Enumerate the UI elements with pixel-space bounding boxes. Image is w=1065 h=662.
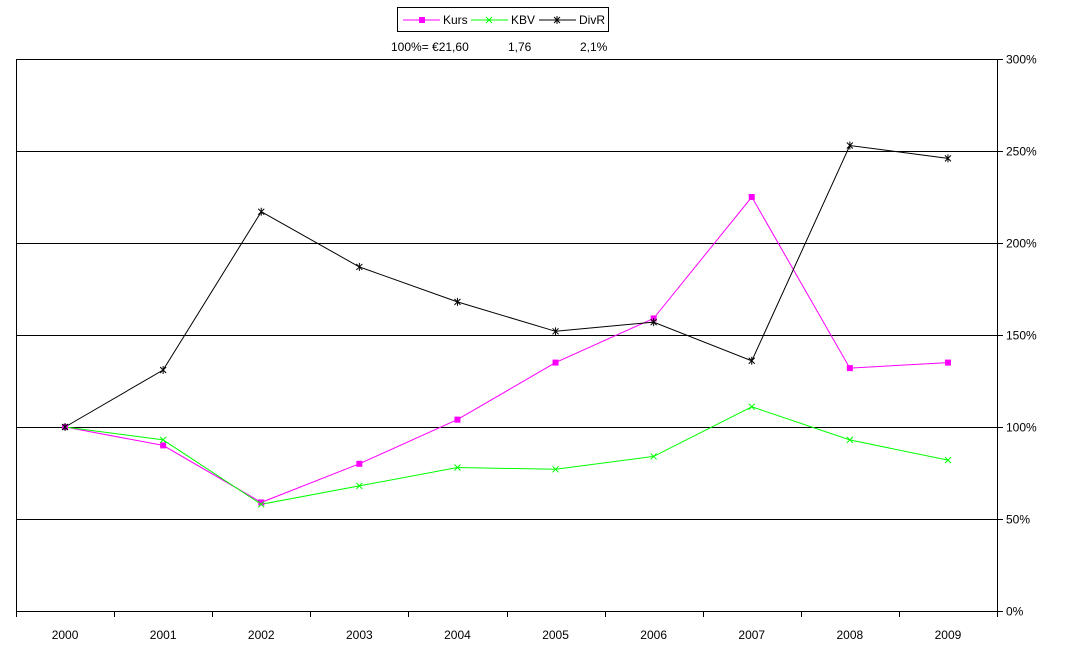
data-point-kurs [552,359,559,366]
data-point-kbv [454,464,461,471]
data-point-kbv [846,436,854,444]
y-tick-label: 0% [1006,605,1024,619]
data-point-kbv [257,500,265,508]
legend-label-kurs: Kurs [443,13,468,27]
data-point-divr [748,356,756,365]
series-line-kurs [64,196,948,503]
x-tick-label: 2004 [444,628,471,642]
data-point-divr [61,423,69,431]
data-point-kbv [355,482,363,490]
data-point-kurs [258,499,265,506]
y-tick-label: 150% [1006,329,1037,343]
x-tick-label: 2000 [52,628,79,642]
y-tick-label: 250% [1006,145,1037,159]
base-value-kbv: 1,76 [508,40,532,54]
data-point-kurs [356,460,363,467]
data-point-divr [159,365,167,374]
legend-swatch-kbv [471,16,508,24]
series-line-kbv [64,406,949,505]
legend-label-divr: DivR [579,13,605,27]
base-value-divr: 2,1% [580,40,608,54]
series-line-divr [64,144,948,428]
data-point-divr [650,318,658,327]
data-point-divr [944,154,952,163]
y-axis-ticks: 0% 50% 100% 150% 200% 250% 300% [997,53,1037,619]
data-point-divr [552,327,559,336]
y-tick-label: 50% [1006,513,1030,527]
data-point-kurs [944,359,951,366]
legend-label-kbv: KBV [511,13,536,27]
x-tick-label: 2006 [640,628,667,642]
x-tick-label: 2003 [346,628,373,642]
legend-swatch-kurs [403,17,440,23]
data-point-divr [355,262,363,271]
data-point-divr [257,207,265,216]
gridlines [16,59,997,520]
x-tick-label: 2007 [738,628,765,642]
data-point-divr [846,141,854,150]
data-point-kbv [944,456,952,464]
legend-swatch-divr [539,16,576,24]
y-tick-label: 300% [1006,53,1037,67]
data-point-kbv [650,453,658,460]
legend: Kurs KBV DivR [397,7,609,32]
series-lines [64,144,949,505]
y-tick-label: 200% [1006,237,1037,251]
series-markers [61,141,952,508]
data-point-kurs [846,365,853,372]
data-point-kurs [160,442,167,449]
x-tick-label: 2008 [836,628,863,642]
data-point-kbv [748,403,756,411]
data-point-kbv [552,465,559,473]
base-value-kurs: 100%= €21,60 [391,40,469,54]
x-axis-ticks: 2000 2001 2002 2003 2004 2005 2006 2007 2008 2009 [16,611,998,642]
data-point-kurs [454,416,461,423]
y-tick-label: 100% [1006,421,1037,435]
x-tick-label: 2001 [150,628,177,642]
data-point-divr [454,297,461,306]
x-tick-label: 2002 [248,628,275,642]
data-point-kbv [159,436,167,444]
x-tick-label: 2009 [935,628,962,642]
x-tick-label: 2005 [542,628,569,642]
data-point-kurs [748,194,755,200]
